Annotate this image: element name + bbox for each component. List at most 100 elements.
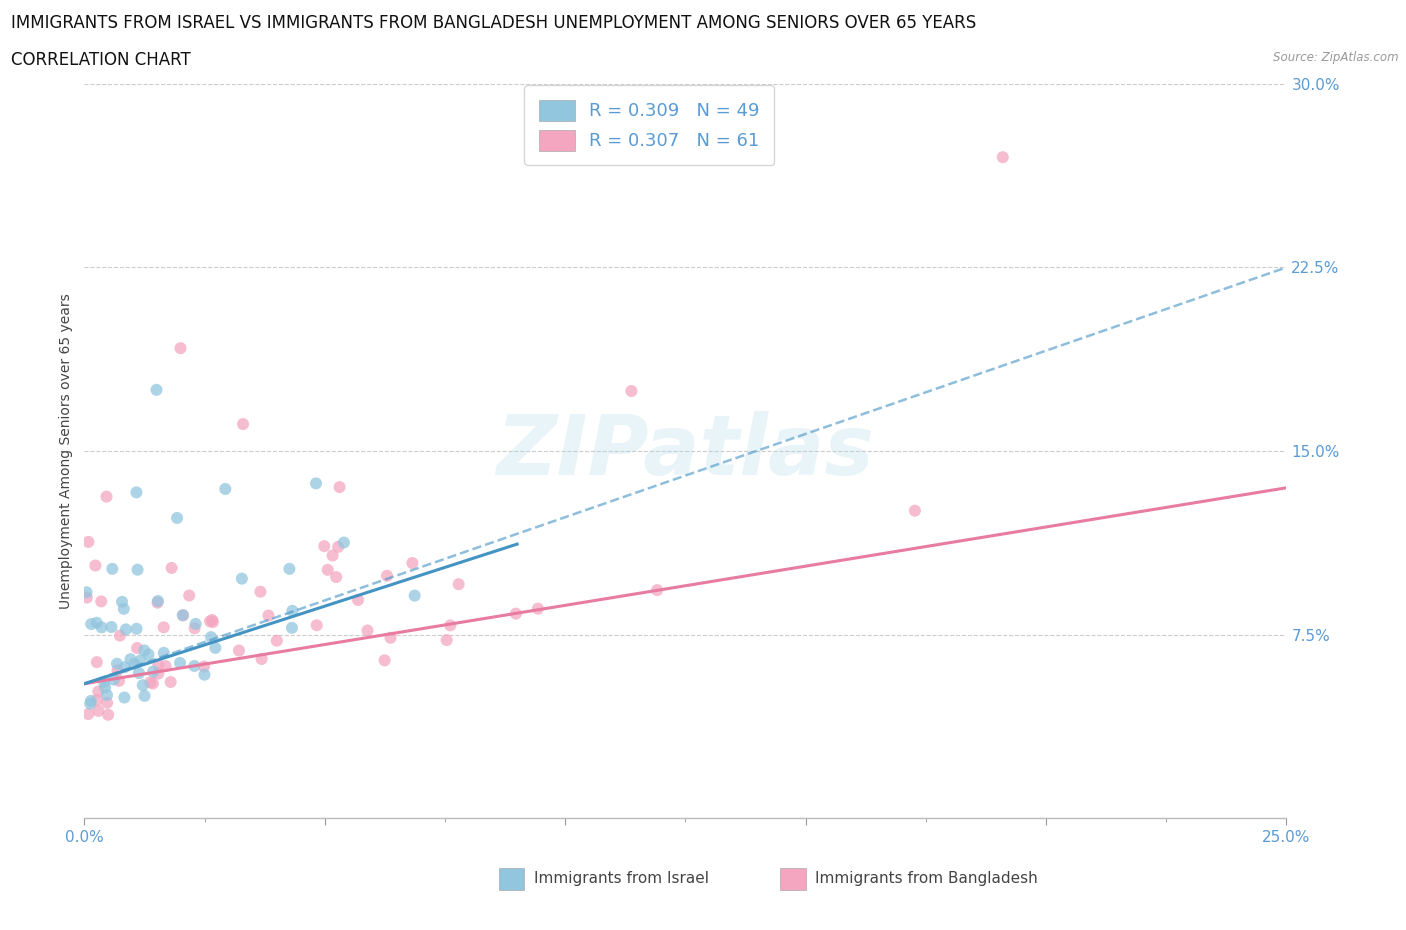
Point <box>257 608 280 623</box>
Point <box>93 675 115 690</box>
Point <box>103 672 125 687</box>
Point <box>142 676 165 691</box>
Point <box>86 655 108 670</box>
Point <box>281 604 304 618</box>
Point <box>97 708 120 723</box>
Point <box>159 674 181 689</box>
Point <box>527 601 550 616</box>
Point <box>232 417 254 432</box>
Point <box>356 623 378 638</box>
Point <box>86 693 108 708</box>
Point <box>201 615 224 630</box>
Point <box>112 602 135 617</box>
Point <box>198 614 221 629</box>
Point <box>76 591 98 605</box>
Point <box>115 622 138 637</box>
Point <box>620 383 643 398</box>
Point <box>436 632 458 647</box>
Point <box>347 592 370 607</box>
Point <box>139 675 162 690</box>
Point <box>138 647 160 662</box>
Point <box>325 570 347 585</box>
Point <box>94 680 117 695</box>
Point <box>96 687 118 702</box>
Point <box>166 511 188 525</box>
Point <box>100 619 122 634</box>
Text: IMMIGRANTS FROM ISRAEL VS IMMIGRANTS FROM BANGLADESH UNEMPLOYMENT AMONG SENIORS : IMMIGRANTS FROM ISRAEL VS IMMIGRANTS FRO… <box>11 14 977 32</box>
Point <box>148 658 170 672</box>
Point <box>80 617 103 631</box>
Point <box>124 657 146 671</box>
Point <box>991 150 1014 165</box>
Y-axis label: Unemployment Among Seniors over 65 years: Unemployment Among Seniors over 65 years <box>59 293 73 609</box>
Point <box>314 538 336 553</box>
Point <box>90 620 112 635</box>
Point <box>183 658 205 673</box>
Point <box>204 641 226 656</box>
Point <box>278 562 301 577</box>
Point <box>105 657 128 671</box>
Point <box>86 616 108 631</box>
Point <box>125 485 148 499</box>
Point <box>316 563 339 578</box>
Point <box>84 558 107 573</box>
Point <box>134 688 156 703</box>
Point <box>172 608 194 623</box>
Point <box>108 673 131 688</box>
Point <box>108 628 131 643</box>
Point <box>214 482 236 497</box>
Point <box>152 645 174 660</box>
Point <box>193 667 215 682</box>
Point <box>127 563 149 578</box>
Point <box>77 535 100 550</box>
Point <box>129 653 152 668</box>
Point <box>322 548 344 563</box>
Point <box>148 666 170 681</box>
Point <box>329 480 352 495</box>
Point <box>111 594 134 609</box>
Point <box>152 620 174 635</box>
Point <box>645 583 668 598</box>
Point <box>146 595 169 610</box>
Point <box>228 644 250 658</box>
Point <box>169 340 191 355</box>
Point <box>146 593 169 608</box>
Point <box>87 684 110 699</box>
Point <box>90 594 112 609</box>
Point <box>87 703 110 718</box>
Point <box>76 585 98 600</box>
Point <box>184 617 207 631</box>
Point <box>125 621 148 636</box>
Point <box>112 690 135 705</box>
Point <box>96 489 118 504</box>
Point <box>77 707 100 722</box>
Text: CORRELATION CHART: CORRELATION CHART <box>11 51 191 69</box>
Point <box>114 659 136 674</box>
Point <box>505 606 527 621</box>
Point <box>404 588 426 603</box>
Point <box>380 631 402 645</box>
Point <box>142 664 165 679</box>
Legend: R = 0.309   N = 49, R = 0.307   N = 61: R = 0.309 N = 49, R = 0.307 N = 61 <box>524 86 775 165</box>
Text: Immigrants from Bangladesh: Immigrants from Bangladesh <box>815 871 1038 886</box>
Point <box>101 562 124 577</box>
Point <box>447 577 470 591</box>
Point <box>266 633 288 648</box>
Point <box>179 588 201 603</box>
Point <box>79 697 101 711</box>
Text: Source: ZipAtlas.com: Source: ZipAtlas.com <box>1274 51 1399 64</box>
Point <box>305 618 328 632</box>
Point <box>201 613 224 628</box>
Point <box>128 666 150 681</box>
Point <box>155 658 177 673</box>
Point <box>160 561 183 576</box>
Point <box>401 555 423 570</box>
Point <box>172 608 194 623</box>
Point <box>305 476 328 491</box>
Point <box>169 656 191 671</box>
Point <box>200 630 222 644</box>
Point <box>80 694 103 709</box>
Text: ZIPatlas: ZIPatlas <box>496 410 875 492</box>
Point <box>904 503 927 518</box>
Point <box>96 696 118 711</box>
